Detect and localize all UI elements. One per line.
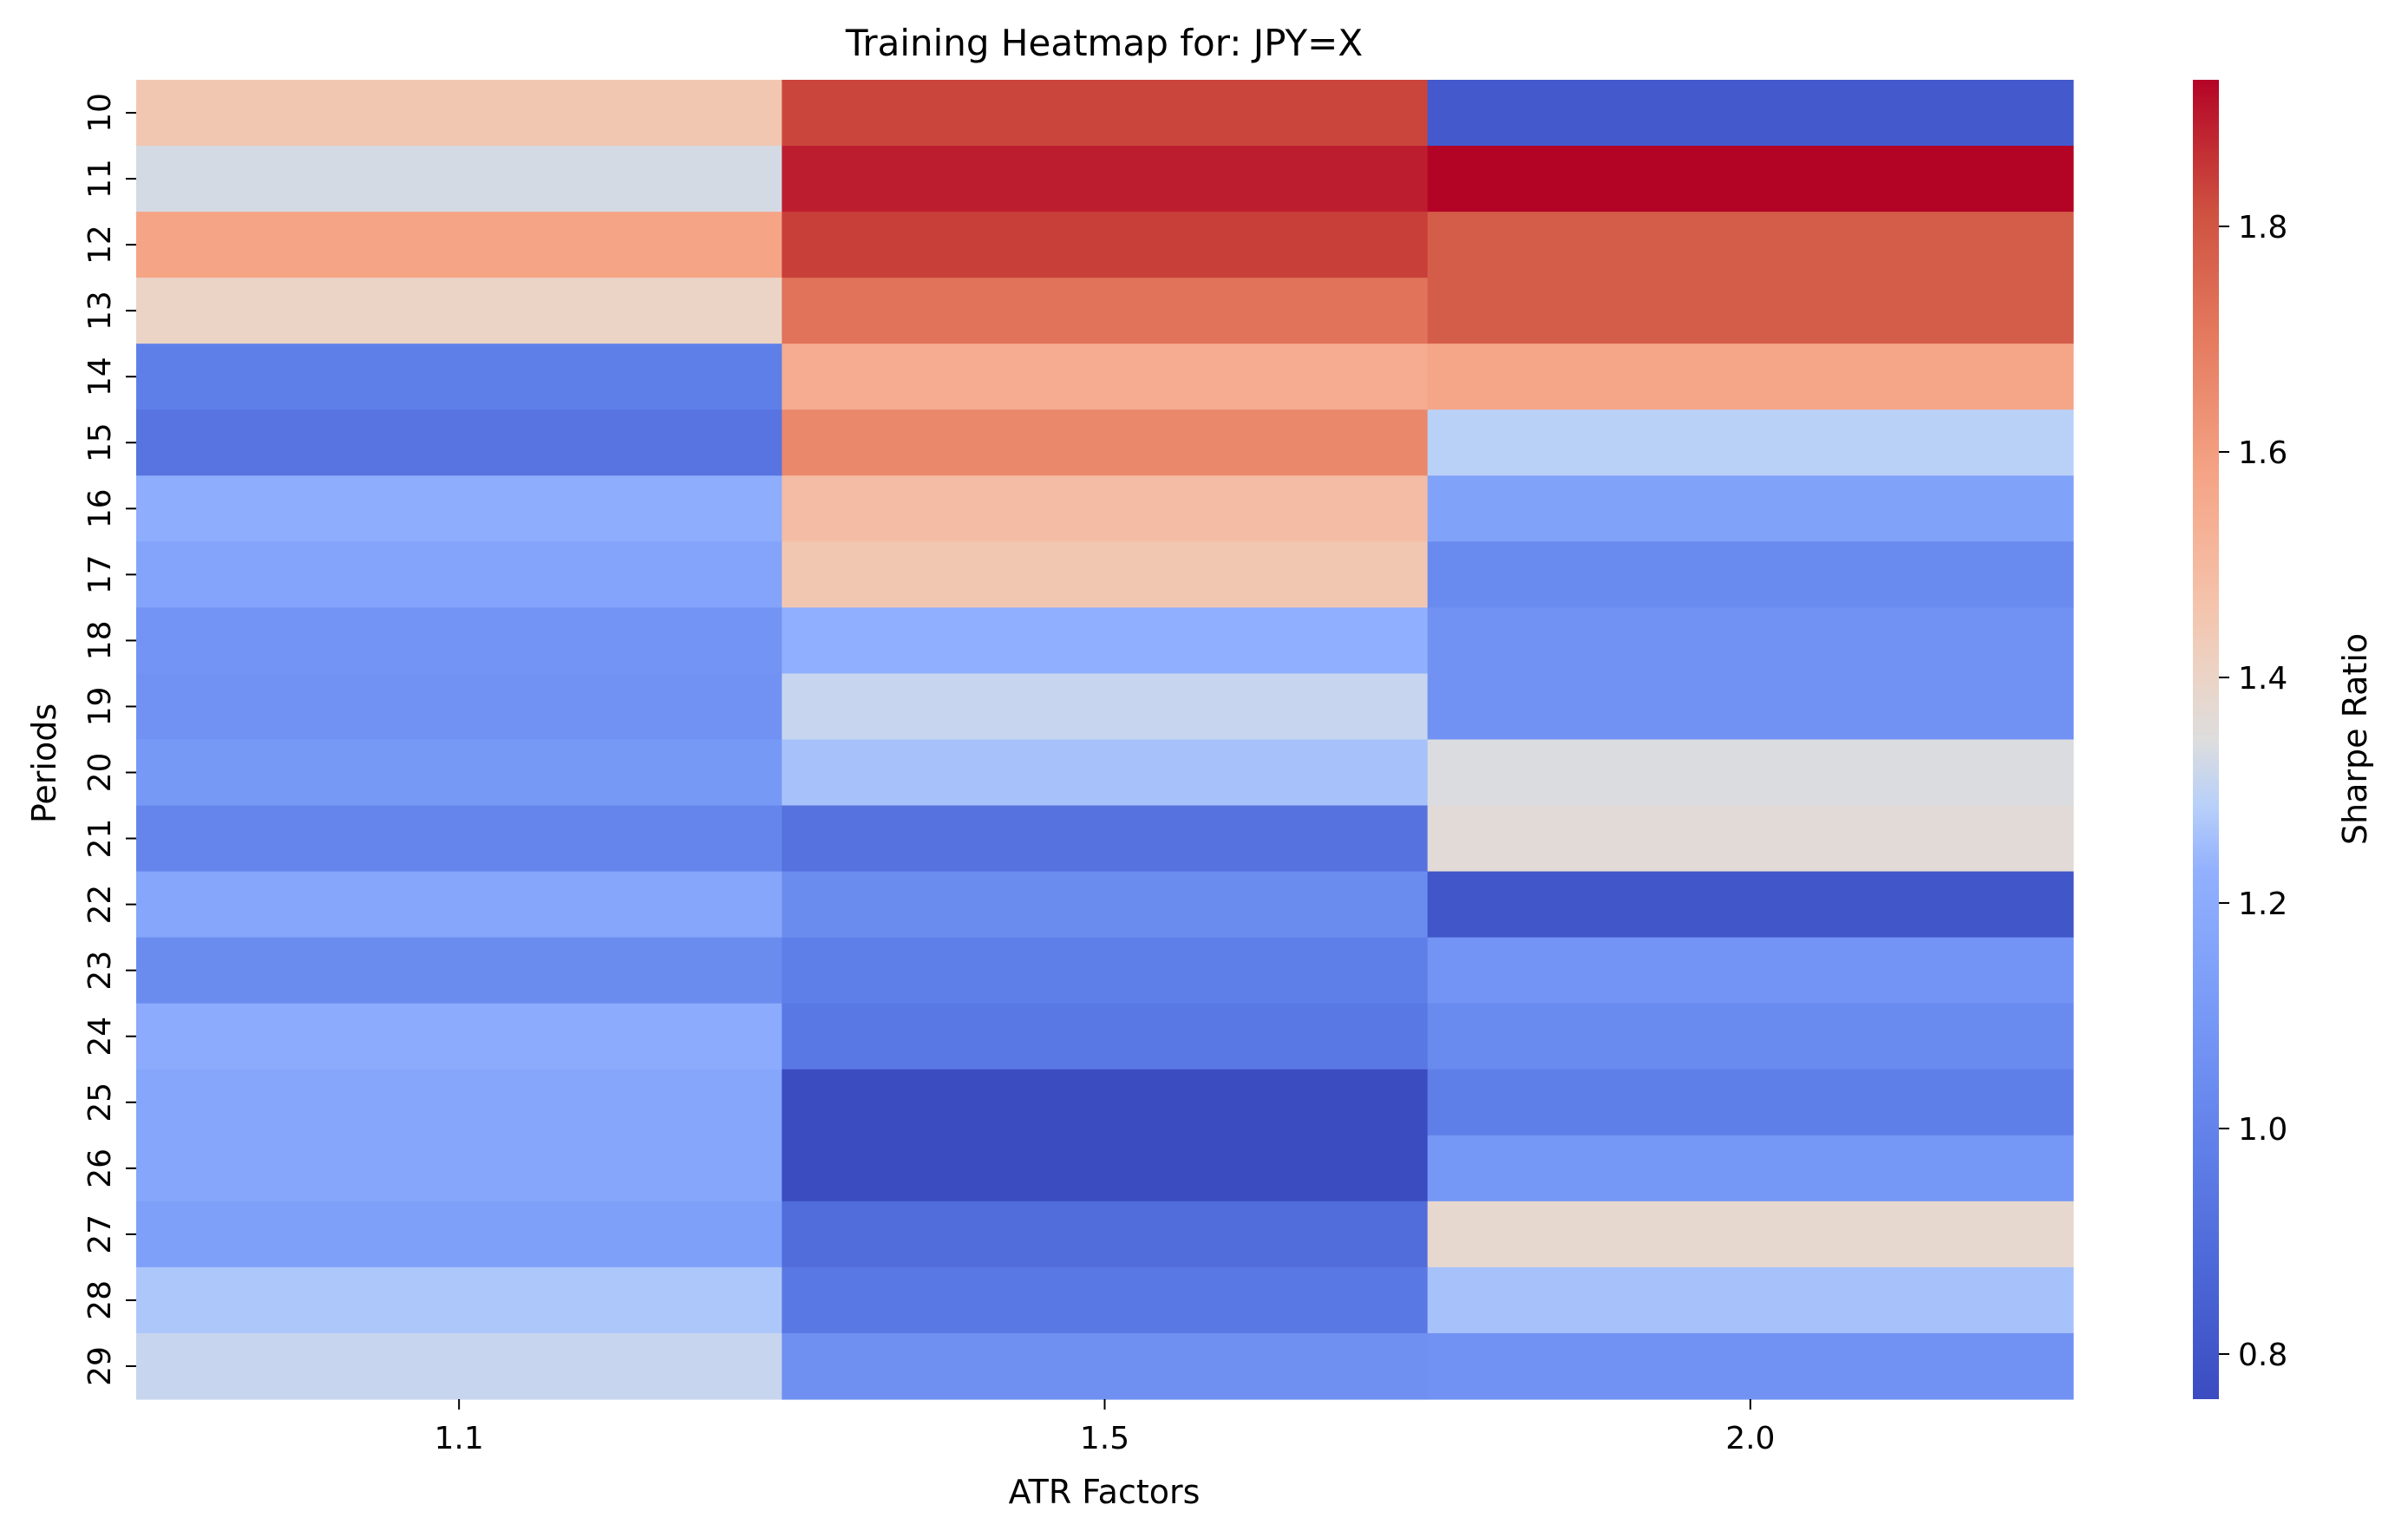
heatmap-cell	[782, 739, 1429, 807]
heatmap-cell	[1427, 1069, 2074, 1136]
y-tick-label: 21	[82, 819, 118, 859]
heatmap-cell	[1427, 1266, 2074, 1334]
heatmap-cell	[1427, 1201, 2074, 1268]
heatmap-cell	[1427, 1003, 2074, 1070]
heatmap-cell	[1427, 739, 2074, 807]
colorbar-tick-label: 1.8	[2238, 210, 2287, 245]
heatmap-cell	[782, 607, 1429, 675]
heatmap-cell	[136, 805, 782, 873]
y-tick-label: 28	[82, 1280, 118, 1320]
chart-title: Training Heatmap for: JPY=X	[845, 22, 1363, 64]
heatmap-cell	[782, 1332, 1429, 1400]
heatmap-cell	[782, 541, 1429, 608]
heatmap-cell	[1427, 805, 2074, 873]
y-tick-label: 10	[82, 93, 118, 133]
heatmap-cell	[1427, 607, 2074, 675]
heatmap-cell	[136, 212, 782, 278]
heatmap-cell	[1427, 80, 2074, 147]
colorbar-ticks: 0.8 1.0 1.2 1.4 1.6 1.8	[2219, 210, 2287, 1373]
y-tick-label: 16	[82, 488, 118, 528]
heatmap-cell	[1427, 1332, 2074, 1400]
heatmap-cell	[136, 409, 782, 476]
heatmap-cell	[136, 607, 782, 675]
heatmap-cell	[782, 475, 1429, 542]
heatmap-cell	[136, 673, 782, 741]
heatmap-cell	[136, 1003, 782, 1070]
y-tick-label: 24	[82, 1017, 118, 1057]
colorbar-tick-label: 1.2	[2238, 887, 2287, 922]
x-tick-label: 2.0	[1725, 1421, 1775, 1456]
y-tick-label: 27	[82, 1214, 118, 1254]
heatmap-cell	[782, 1266, 1429, 1334]
heatmap-cell	[1427, 673, 2074, 741]
y-tick-label: 19	[82, 687, 118, 727]
colorbar-tick-label: 1.4	[2238, 661, 2287, 697]
x-tick-label: 1.1	[435, 1421, 484, 1456]
heatmap-cell	[782, 871, 1429, 939]
y-axis-ticks: 10 11 12 13 14 15 16 17 18 19 20 21 22 23 24 25 26 27 28 29	[82, 93, 136, 1386]
y-tick-label: 22	[82, 885, 118, 925]
heatmap-cell	[782, 805, 1429, 873]
heatmap-cells	[136, 80, 2074, 1400]
heatmap-cell	[136, 541, 782, 608]
heatmap-cell	[782, 1069, 1429, 1136]
colorbar-tick-label: 1.6	[2238, 435, 2287, 471]
heatmap-cell	[782, 80, 1429, 147]
heatmap-cell	[782, 278, 1429, 344]
y-tick-label: 15	[82, 422, 118, 462]
colorbar-tick-label: 0.8	[2238, 1338, 2287, 1373]
heatmap-cell	[136, 343, 782, 410]
y-tick-label: 11	[82, 159, 118, 199]
heatmap-cell	[1427, 541, 2074, 608]
x-axis-label: ATR Factors	[1009, 1473, 1201, 1511]
heatmap-cell	[136, 1201, 782, 1268]
y-axis-label: Periods	[25, 703, 63, 823]
y-tick-label: 18	[82, 621, 118, 661]
y-tick-label: 17	[82, 554, 118, 594]
heatmap-cell	[136, 475, 782, 542]
y-tick-label: 12	[82, 225, 118, 265]
heatmap-cell	[136, 80, 782, 147]
heatmap-cell	[782, 146, 1429, 213]
heatmap-cell	[1427, 409, 2074, 476]
heatmap-cell	[782, 673, 1429, 741]
heatmap-cell	[782, 1003, 1429, 1070]
heatmap-cell	[136, 278, 782, 344]
y-tick-label: 20	[82, 753, 118, 793]
heatmap-cell	[136, 937, 782, 1004]
heatmap-cell	[136, 146, 782, 213]
colorbar	[2193, 80, 2219, 1399]
heatmap-cell	[1427, 212, 2074, 278]
y-tick-label: 26	[82, 1148, 118, 1188]
heatmap-cell	[782, 1135, 1429, 1202]
colorbar-label: Sharpe Ratio	[2336, 633, 2374, 845]
x-tick-label: 1.5	[1080, 1421, 1129, 1456]
x-axis-ticks: 1.1 1.5 2.0	[435, 1399, 1775, 1456]
y-tick-label: 23	[82, 951, 118, 991]
heatmap-cell	[782, 409, 1429, 476]
heatmap-cell	[782, 212, 1429, 278]
heatmap-cell	[136, 739, 782, 807]
heatmap-cell	[782, 1201, 1429, 1268]
y-tick-label: 25	[82, 1083, 118, 1122]
heatmap-cell	[1427, 343, 2074, 410]
colorbar-tick-label: 1.0	[2238, 1112, 2287, 1148]
heatmap-cell	[1427, 937, 2074, 1004]
heatmap-cell	[1427, 1135, 2074, 1202]
y-tick-label: 14	[82, 357, 118, 396]
heatmap-cell	[1427, 475, 2074, 542]
heatmap-cell	[136, 1332, 782, 1400]
heatmap-cell	[782, 937, 1429, 1004]
heatmap-cell	[782, 343, 1429, 410]
y-tick-label: 29	[82, 1346, 118, 1386]
heatmap-cell	[1427, 871, 2074, 939]
heatmap-cell	[1427, 146, 2074, 213]
heatmap-cell	[136, 1135, 782, 1202]
heatmap-cell	[136, 1069, 782, 1136]
heatmap-cell	[1427, 278, 2074, 344]
heatmap-cell	[136, 1266, 782, 1334]
y-tick-label: 13	[82, 291, 118, 330]
heatmap-cell	[136, 871, 782, 939]
